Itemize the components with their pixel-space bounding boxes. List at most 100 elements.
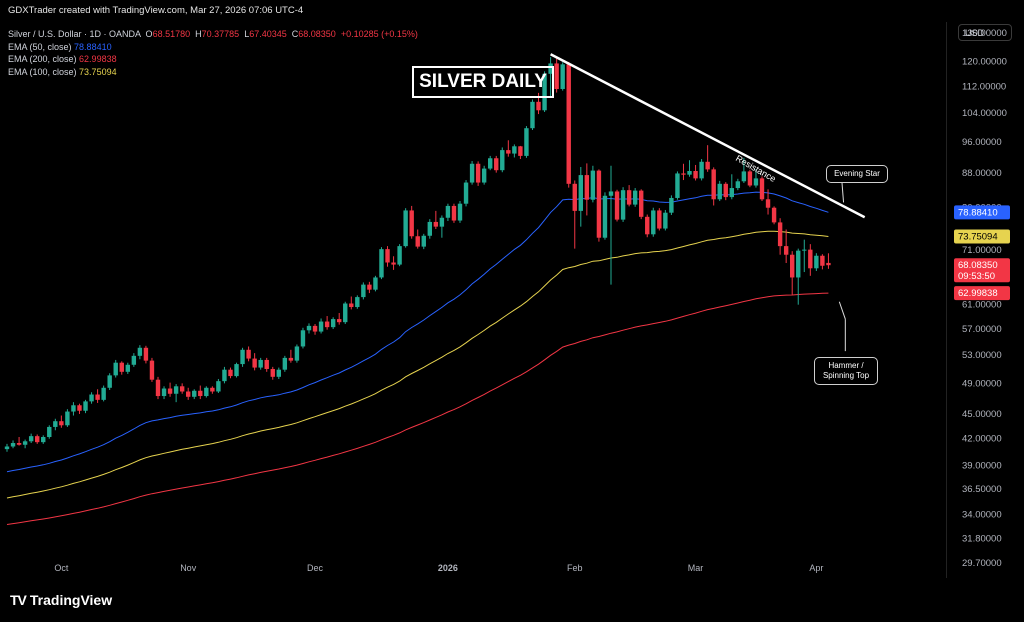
ema200-label: EMA (200, close) [8, 54, 77, 64]
candle-body [355, 297, 360, 308]
candle-body [759, 178, 765, 200]
candle-body [584, 175, 590, 200]
candle-body [657, 210, 662, 229]
candle-body [258, 359, 263, 368]
x-tick-label: Apr [809, 563, 823, 573]
candle-body [186, 391, 191, 397]
change-value: +0.10285 (+0.15%) [340, 29, 418, 39]
legend-ema100-row[interactable]: EMA (100, close) 73.75094 [8, 66, 418, 79]
y-tick-label: 49.00000 [962, 378, 1002, 389]
candle-body [125, 364, 130, 372]
candle-body [210, 387, 215, 392]
candle-body [463, 182, 469, 204]
y-tick-label: 57.00000 [962, 324, 1002, 335]
candle-body [796, 250, 801, 278]
candle-body [4, 446, 10, 450]
y-tick-label: 53.00000 [962, 350, 1002, 361]
x-tick-label: Dec [307, 563, 324, 573]
candle-body [608, 191, 614, 196]
hammer-label-box: Hammer / Spinning Top [814, 357, 878, 385]
candle-body [306, 325, 312, 331]
candle-body [729, 188, 734, 198]
y-tick-label: 71.00000 [962, 245, 1002, 256]
candle-body [560, 64, 565, 89]
tradingview-logo[interactable]: TV TradingView [10, 592, 112, 608]
y-tick-label: 45.00000 [962, 409, 1002, 420]
ema50-price-tag: 78.88410 [958, 207, 998, 218]
candle-body [512, 146, 517, 154]
candle-body [216, 381, 221, 392]
candle-body [614, 191, 620, 220]
candle-body [83, 401, 88, 411]
candle-body [536, 101, 541, 111]
candle-body [373, 277, 378, 290]
hammer-pointer [838, 301, 846, 320]
candle-body [65, 411, 70, 426]
countdown-label: 09:53:50 [958, 271, 995, 282]
candle-body [578, 175, 583, 211]
candle-body [777, 222, 783, 247]
candle-body [427, 221, 432, 236]
candle-body [415, 236, 420, 247]
candle-body [675, 173, 680, 198]
y-tick-label: 96.00000 [962, 137, 1002, 148]
candle-body [651, 210, 656, 235]
candle-body [204, 387, 209, 397]
y-tick-label: 88.00000 [962, 168, 1002, 179]
last-price-tag: 68.08350 [958, 260, 998, 271]
candle-body [790, 254, 795, 278]
candle-body [566, 64, 571, 184]
candle-body [802, 249, 807, 251]
legend-ema200-row[interactable]: EMA (200, close) 62.99838 [8, 53, 418, 66]
candle-body [717, 183, 722, 200]
candle-body [494, 158, 499, 171]
high-value: 70.37785 [201, 29, 240, 39]
candle-body [179, 386, 185, 392]
candle-body [59, 421, 64, 426]
x-tick-label: Mar [688, 563, 704, 573]
candle-body [542, 73, 547, 111]
currency-button[interactable]: USD [958, 24, 1012, 41]
candle-body [693, 171, 698, 179]
candle-body [397, 246, 402, 265]
candle-body [687, 171, 692, 175]
candle-body [826, 262, 831, 266]
legend-ema50-row[interactable]: EMA (50, close) 78.88410 [8, 41, 418, 54]
chart-title-box: SILVER DAILY [412, 66, 554, 98]
candle-body [500, 150, 505, 171]
candle-body [161, 388, 167, 397]
ema200-price-tag: 62.99838 [958, 288, 998, 299]
candle-body [318, 321, 324, 332]
candle-body [270, 368, 275, 377]
candle-body [71, 405, 76, 412]
ema50-value: 78.88410 [74, 41, 112, 52]
candle-body [735, 181, 741, 189]
candle-body [765, 199, 771, 208]
candle-body [639, 190, 644, 217]
symbol-label[interactable]: Silver / U.S. Dollar · 1D · OANDA [8, 29, 141, 39]
candle-body [747, 171, 753, 186]
candle-body [669, 197, 674, 213]
candle-body [252, 358, 257, 368]
low-value: 67.40345 [249, 29, 287, 39]
x-tick-label: Nov [180, 563, 197, 573]
candle-body [488, 158, 493, 169]
evening-star-label: Evening Star [826, 165, 888, 183]
ema100-price-tag-bg [954, 229, 1010, 244]
ema50-label: EMA (50, close) [8, 41, 72, 52]
candle-body [143, 347, 149, 361]
candle-body [421, 235, 426, 247]
candle-body [475, 163, 481, 183]
ema50-line [6, 191, 829, 473]
chart-area[interactable]: 29.70000 31.80000 34.00000 36.50000 39.00000… [0, 22, 1024, 578]
candlestick-chart[interactable]: 29.70000 31.80000 34.00000 36.50000 39.00000… [0, 22, 1024, 578]
credit-text: GDXTrader created with TradingView.com, … [8, 5, 304, 16]
candle-body [820, 255, 825, 266]
candle-body [16, 443, 22, 445]
candle-body [681, 173, 686, 175]
candle-body [524, 128, 529, 156]
legend: Silver / U.S. Dollar · 1D · OANDA O68.51… [8, 28, 418, 78]
footer: TV TradingView [0, 578, 1024, 622]
candle-body [337, 319, 342, 323]
candle-body [155, 379, 161, 397]
